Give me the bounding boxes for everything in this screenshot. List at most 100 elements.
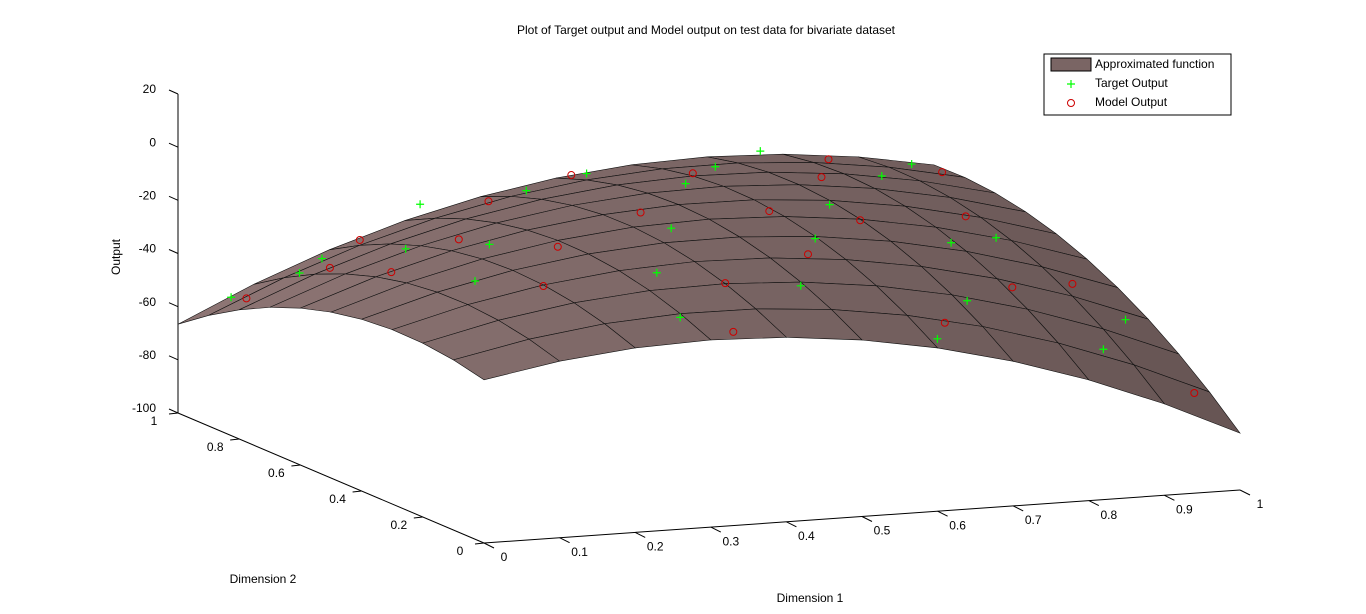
z-tick: [168, 195, 179, 201]
x-axis-label: Dimension 1: [777, 591, 844, 605]
z-tick-label: -80: [139, 348, 157, 362]
model-marker: [688, 169, 697, 178]
target-marker: [825, 200, 834, 209]
model-marker: [817, 173, 826, 182]
chart-title: Plot of Target output and Model output o…: [517, 23, 896, 37]
surface: [177, 153, 1241, 434]
x-tick-label: 0.9: [1176, 502, 1193, 516]
target-marker: [582, 169, 591, 178]
x-tick-label: 0.1: [571, 545, 588, 559]
y-tick-label: 0.2: [390, 518, 407, 532]
target-marker: [1099, 345, 1108, 354]
target-marker: [796, 281, 805, 290]
target-marker: [401, 244, 410, 253]
surface-patch: [452, 338, 561, 381]
y-tick: [291, 464, 301, 467]
model-marker: [553, 242, 562, 251]
z-axis-label: Output: [109, 238, 123, 275]
x-tick: [1088, 500, 1100, 507]
z-tick: [168, 249, 179, 254]
model-marker: [938, 168, 947, 177]
x-tick-label: 0.4: [798, 529, 815, 543]
z-tick: [168, 355, 179, 361]
target-marker: [295, 269, 304, 278]
target-marker: [471, 277, 479, 286]
y-tick-label: 0: [457, 544, 464, 558]
model-marker: [824, 155, 833, 164]
legend-label: Model Output: [1095, 95, 1168, 109]
z-tick-label: -20: [139, 189, 157, 203]
target-marker: [711, 162, 720, 171]
model-marker: [729, 327, 738, 336]
target-marker: [992, 233, 1001, 242]
target-marker: [811, 234, 820, 243]
z-tick-label: -40: [139, 242, 157, 256]
target-marker: [522, 186, 531, 195]
x-tick-label: 1: [1257, 497, 1264, 511]
z-tick: [168, 302, 179, 308]
target-marker: [1121, 315, 1130, 324]
target-marker: [485, 240, 494, 249]
model-marker: [940, 318, 949, 327]
model-marker: [1008, 283, 1017, 292]
y-tick: [413, 516, 423, 519]
x-tick-label: 0.2: [647, 540, 664, 554]
x-tick-label: 0.8: [1100, 508, 1117, 522]
model-marker: [856, 216, 865, 225]
y-tick-label: 1: [151, 414, 158, 428]
target-marker: [652, 268, 661, 277]
y-tick: [352, 490, 362, 493]
x-tick: [786, 521, 797, 528]
model-marker: [1190, 388, 1199, 397]
model-marker: [454, 235, 463, 244]
x-tick: [710, 526, 722, 533]
y-axis: [177, 412, 485, 544]
target-marker: [756, 147, 765, 156]
x-tick-label: 0.7: [1025, 513, 1042, 527]
z-tick-label: -100: [132, 401, 156, 415]
model-marker: [961, 212, 970, 221]
target-marker: [933, 334, 942, 343]
model-marker: [387, 268, 396, 277]
model-marker: [484, 197, 493, 206]
y-tick-label: 0.4: [329, 492, 346, 506]
y-axis-label: Dimension 2: [230, 572, 297, 586]
model-marker: [765, 207, 774, 216]
z-tick: [168, 408, 179, 414]
model-marker: [567, 171, 576, 180]
z-tick-label: -60: [139, 295, 157, 309]
y-tick: [474, 542, 485, 545]
z-tick: [168, 89, 179, 95]
legend-swatch: [1050, 57, 1092, 72]
y-tick: [168, 412, 179, 415]
target-marker: [681, 179, 690, 188]
target-marker: [667, 224, 676, 233]
y-tick-label: 0.8: [207, 440, 224, 454]
legend-label: Target Output: [1095, 76, 1168, 90]
x-tick-label: 0.5: [874, 524, 891, 538]
legend: Approximated function Target Output Model …: [1043, 53, 1232, 116]
model-marker: [1068, 279, 1077, 288]
model-marker: [721, 279, 730, 288]
x-tick: [1239, 489, 1251, 496]
legend-marker: [1067, 99, 1075, 107]
x-tick: [1164, 494, 1175, 501]
target-marker: [963, 296, 972, 305]
model-marker: [804, 250, 812, 259]
model-marker: [355, 235, 364, 244]
x-tick: [1012, 505, 1024, 512]
target-marker: [318, 254, 326, 263]
target-marker: [676, 313, 685, 322]
x-tick-label: 0.3: [722, 534, 739, 548]
x-tick: [559, 537, 570, 544]
target-marker: [877, 171, 886, 180]
y-tick: [230, 438, 240, 441]
legend-label: Approximated function: [1095, 57, 1214, 71]
x-tick: [861, 516, 873, 522]
series: [227, 147, 1130, 354]
target-marker: [227, 293, 236, 302]
target-marker: [947, 238, 956, 247]
x-tick: [634, 531, 646, 538]
x-tick-label: 0: [501, 550, 508, 564]
